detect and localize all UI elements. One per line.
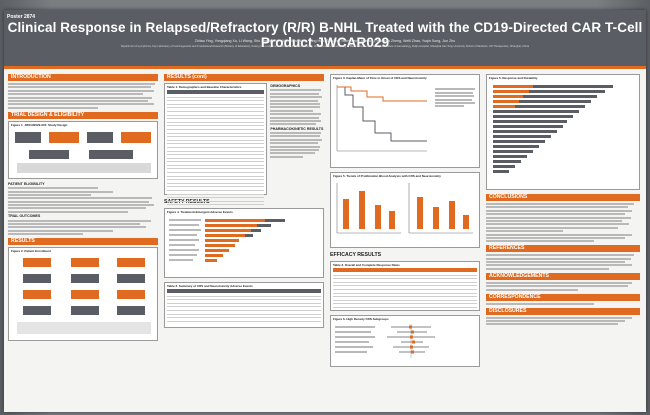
column-middle-right: Figure 3. Kaplan-Meier of Time to Onset …: [330, 74, 480, 367]
column-right: Figure 5. Response and Durability CONCLU…: [486, 74, 640, 327]
references-text: [486, 254, 640, 270]
acknowledgements-text: [486, 281, 640, 291]
subhead-outcomes: TRIAL OUTCOMES: [8, 214, 41, 219]
subhead-demographics: DEMOGRAPHICS: [270, 84, 301, 88]
figure-pk-expansion: Figure 5. Trends of Proliferation Blood …: [330, 172, 480, 248]
poster: Poster 2874 Clinical Response in Relapse…: [4, 10, 646, 412]
section-introduction: INTRODUCTION: [8, 74, 158, 81]
disclosures-text: [486, 316, 640, 326]
intro-text-block: [8, 83, 158, 109]
author-list: Zhitao Ying, Yongqiang Xu, Li Wang, Shu …: [194, 39, 456, 43]
eligibility-text: [8, 187, 158, 213]
figure-study-design: Figure 1. JWCAR029-001: Study Design: [8, 120, 158, 179]
table-caption: Table 1. Demographics and Baseline Chara…: [167, 85, 242, 89]
section-correspondence: CORRESPONDENCE: [486, 293, 640, 301]
forest-plot: [335, 324, 435, 358]
column-middle-left: RESULTS (cont) Table 1. Demographics and…: [164, 74, 324, 328]
table-caption: Table 3. Overall and Complete Response R…: [333, 263, 400, 267]
section-conclusions: CONCLUSIONS: [486, 194, 640, 201]
banner-rule: [4, 66, 646, 69]
km-side-text: [435, 87, 477, 109]
demographics-text: DEMOGRAPHICS PHARMACOKINETIC RESULTS: [270, 83, 324, 195]
figure-kaplan-meier: Figure 3. Kaplan-Meier of Time to Onset …: [330, 74, 480, 168]
km-curve: [336, 85, 427, 152]
adverse-events-bars: [169, 219, 285, 262]
figure-caption: Figure 5. Response and Durability: [489, 76, 538, 80]
poster-banner: Poster 2874 Clinical Response in Relapse…: [4, 10, 646, 66]
figure-subgroups: Figure 6. High Density CRS Subgroups: [330, 315, 480, 367]
figure-caption: Figure 2. Patient Enrollment: [11, 249, 51, 254]
swimmer-plot: [493, 85, 613, 173]
poster-number: Poster 2874: [7, 14, 36, 20]
figure-caption: Figure 3. Kaplan-Meier of Time to Onset …: [333, 76, 427, 80]
figure-caption: Figure 4. Treatment-Emergent Adverse Eve…: [167, 210, 233, 214]
subhead-pk: PHARMACOKINETIC RESULTS: [270, 126, 324, 131]
table-crs-neurotox: Table 2. Summary of CRS and Neurotoxicit…: [164, 282, 324, 328]
section-trial-design: TRIAL DESIGN & ELIGIBILITY: [8, 111, 158, 119]
column-left: INTRODUCTION TRIAL DESIGN & ELIGIBILITY …: [8, 74, 158, 342]
conclusions-text: [486, 203, 640, 243]
figure-patient-enrollment: Figure 2. Patient Enrollment: [8, 247, 158, 342]
figure-adverse-events: Figure 4. Treatment-Emergent Adverse Eve…: [164, 208, 324, 278]
table-caption: Table 2. Summary of CRS and Neurotoxicit…: [167, 284, 253, 288]
pk-scatter: [336, 183, 473, 234]
table-response-rates: Table 3. Overall and Complete Response R…: [330, 261, 480, 311]
figure-caption: Figure 1. JWCAR029-001: Study Design: [11, 122, 68, 127]
figure-response-durability: Figure 5. Response and Durability: [486, 74, 640, 190]
poster-title: Clinical Response in Relapsed/Refractory…: [7, 20, 643, 50]
section-efficacy: EFFICACY RESULTS: [330, 252, 382, 258]
outcomes-text: [8, 219, 158, 236]
correspondence-text: [486, 302, 640, 305]
table-demographics: Table 1. Demographics and Baseline Chara…: [164, 83, 268, 209]
section-results-left: RESULTS: [8, 238, 158, 246]
section-references: REFERENCES: [486, 245, 640, 253]
figure-caption: Figure 5. Trends of Proliferation Blood …: [333, 174, 441, 178]
section-safety: SAFETY RESULTS: [164, 199, 210, 205]
section-disclosures: DISCLOSURES: [486, 307, 640, 315]
section-acknowledgements: ACKNOWLEDGEMENTS: [486, 272, 640, 280]
figure-caption: Figure 6. High Density CRS Subgroups: [333, 317, 389, 321]
subhead-eligibility: PATIENT ELIGIBILITY: [8, 181, 45, 186]
affiliations: Department of Lymphoma, Key Laboratory o…: [120, 45, 530, 48]
section-results-cont: RESULTS (cont): [164, 74, 324, 81]
